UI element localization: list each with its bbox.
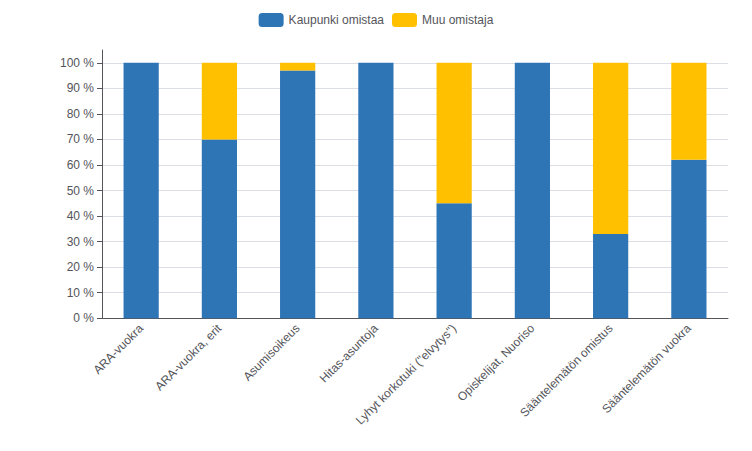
svg-text:100 %: 100 % bbox=[60, 56, 94, 70]
svg-text:90 %: 90 % bbox=[67, 81, 95, 95]
svg-text:ARA-vuokra: ARA-vuokra bbox=[91, 321, 147, 377]
svg-text:Kaupunki omistaa: Kaupunki omistaa bbox=[289, 13, 385, 27]
svg-text:Sääntelemätön omistus: Sääntelemätön omistus bbox=[517, 321, 616, 420]
svg-text:70 %: 70 % bbox=[67, 132, 95, 146]
svg-text:10 %: 10 % bbox=[67, 286, 95, 300]
svg-text:Sääntelemätön vuokra: Sääntelemätön vuokra bbox=[599, 321, 694, 416]
svg-text:50 %: 50 % bbox=[67, 184, 95, 198]
svg-text:Asumisoikeus: Asumisoikeus bbox=[240, 321, 302, 383]
svg-text:Lyhyt korkotuki ("elvytys"): Lyhyt korkotuki ("elvytys") bbox=[353, 321, 459, 427]
svg-text:Muu omistaja: Muu omistaja bbox=[422, 13, 494, 27]
svg-text:ARA-vuokra, erit: ARA-vuokra, erit bbox=[152, 321, 225, 394]
svg-text:60 %: 60 % bbox=[67, 158, 95, 172]
svg-text:Hitas-asuntoja: Hitas-asuntoja bbox=[317, 321, 381, 385]
svg-text:80 %: 80 % bbox=[67, 107, 95, 121]
svg-text:30 %: 30 % bbox=[67, 235, 95, 249]
svg-text:Opiskelijat, Nuoriso: Opiskelijat, Nuoriso bbox=[454, 321, 537, 404]
svg-text:0 %: 0 % bbox=[73, 311, 94, 325]
svg-text:20 %: 20 % bbox=[67, 260, 95, 274]
svg-text:40 %: 40 % bbox=[67, 209, 95, 223]
